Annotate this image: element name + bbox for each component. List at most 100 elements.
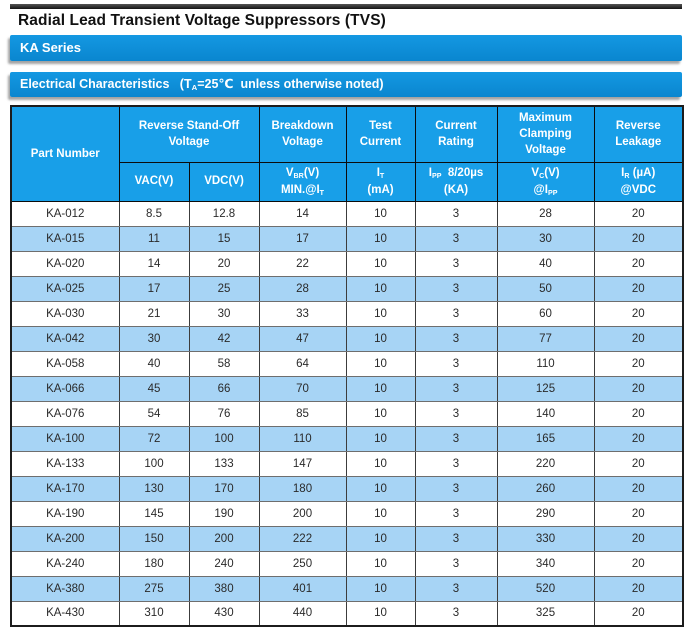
- value-cell: 12.8: [188, 200, 260, 227]
- col-header-part-number: Part Number: [10, 105, 120, 202]
- col-header-test-current: Test Current: [345, 105, 416, 163]
- value-cell: 30: [118, 325, 190, 352]
- part-number-cell: KA-042: [10, 325, 120, 352]
- value-cell: 401: [258, 575, 347, 602]
- value-cell: 10: [345, 450, 416, 477]
- value-cell: 76: [188, 400, 260, 427]
- value-cell: 64: [258, 350, 347, 377]
- value-cell: 20: [593, 375, 684, 402]
- subheader-vbr-line1: VBR(V): [285, 166, 320, 180]
- value-cell: 3: [414, 525, 498, 552]
- part-number-cell: KA-430: [10, 600, 120, 627]
- part-number-cell: KA-025: [10, 275, 120, 302]
- value-cell: 3: [414, 475, 498, 502]
- table-row: KA-076 54 76 85 10 3 140 20: [10, 400, 684, 427]
- table-row: KA-430 310 430 440 10 3 325 20: [10, 600, 684, 627]
- table-row: KA-020 14 20 22 10 3 40 20: [10, 250, 684, 277]
- value-cell: 3: [414, 575, 498, 602]
- value-cell: 3: [414, 200, 498, 227]
- table-row: KA-042 30 42 47 10 3 77 20: [10, 325, 684, 352]
- value-cell: 110: [258, 425, 347, 452]
- value-cell: 165: [496, 425, 595, 452]
- table-header-row-groups: Part Number Reverse Stand-Off Voltage Br…: [10, 105, 684, 202]
- electrical-characteristics-table: Part Number Reverse Stand-Off Voltage Br…: [10, 105, 684, 627]
- value-cell: 8.5: [118, 200, 190, 227]
- value-cell: 150: [118, 525, 190, 552]
- subheader-ir-line2: @VDC: [620, 183, 657, 196]
- value-cell: 133: [188, 450, 260, 477]
- section-bar-electrical-characteristics: Electrical Characteristics (TA=25℃ unles…: [10, 72, 682, 97]
- value-cell: 10: [345, 250, 416, 277]
- subheader-vc-line2: @IPP: [533, 183, 558, 197]
- value-cell: 21: [118, 300, 190, 327]
- value-cell: 14: [118, 250, 190, 277]
- value-cell: 10: [345, 275, 416, 302]
- value-cell: 20: [593, 550, 684, 577]
- value-cell: 110: [496, 350, 595, 377]
- part-number-cell: KA-076: [10, 400, 120, 427]
- col-subheader-vdc: VDC(V): [188, 161, 260, 202]
- value-cell: 170: [188, 475, 260, 502]
- value-cell: 20: [593, 300, 684, 327]
- value-cell: 15: [188, 225, 260, 252]
- value-cell: 220: [496, 450, 595, 477]
- table-header: Part Number Reverse Stand-Off Voltage Br…: [10, 105, 684, 202]
- subheader-vbr-line2: MIN.@IT: [280, 183, 325, 197]
- value-cell: 28: [258, 275, 347, 302]
- value-cell: 20: [593, 425, 684, 452]
- value-cell: 3: [414, 325, 498, 352]
- part-number-cell: KA-012: [10, 200, 120, 227]
- subheader-ipp-line1: IPP 8/20µs: [428, 166, 484, 180]
- top-rule: [10, 4, 682, 9]
- value-cell: 260: [496, 475, 595, 502]
- col-subheader-vac: VAC(V): [118, 161, 190, 202]
- value-cell: 20: [188, 250, 260, 277]
- value-cell: 325: [496, 600, 595, 627]
- value-cell: 100: [118, 450, 190, 477]
- table-row: KA-025 17 25 28 10 3 50 20: [10, 275, 684, 302]
- value-cell: 10: [345, 475, 416, 502]
- col-subheader-vbr: VBR(V) MIN.@IT: [258, 161, 347, 202]
- value-cell: 42: [188, 325, 260, 352]
- value-cell: 10: [345, 425, 416, 452]
- value-cell: 100: [188, 425, 260, 452]
- table-row: KA-012 8.5 12.8 14 10 3 28 20: [10, 200, 684, 227]
- value-cell: 28: [496, 200, 595, 227]
- value-cell: 20: [593, 525, 684, 552]
- value-cell: 17: [258, 225, 347, 252]
- value-cell: 25: [188, 275, 260, 302]
- table-row: KA-133 100 133 147 10 3 220 20: [10, 450, 684, 477]
- table-row: KA-170 130 170 180 10 3 260 20: [10, 475, 684, 502]
- value-cell: 72: [118, 425, 190, 452]
- part-number-cell: KA-015: [10, 225, 120, 252]
- subheader-ir-line1: IR (µA): [621, 166, 656, 180]
- value-cell: 440: [258, 600, 347, 627]
- value-cell: 3: [414, 600, 498, 627]
- value-cell: 3: [414, 425, 498, 452]
- value-cell: 430: [188, 600, 260, 627]
- value-cell: 3: [414, 300, 498, 327]
- value-cell: 3: [414, 275, 498, 302]
- part-number-cell: KA-240: [10, 550, 120, 577]
- value-cell: 3: [414, 350, 498, 377]
- subheader-vac-label: VAC(V): [134, 175, 174, 188]
- part-number-cell: KA-100: [10, 425, 120, 452]
- value-cell: 66: [188, 375, 260, 402]
- value-cell: 22: [258, 250, 347, 277]
- section-bar-label: Electrical Characteristics (TA=25℃ unles…: [20, 77, 384, 93]
- part-number-cell: KA-190: [10, 500, 120, 527]
- value-cell: 200: [258, 500, 347, 527]
- series-bar-label: KA Series: [20, 40, 81, 55]
- col-subheader-ipp: IPP 8/20µs (KA): [414, 161, 498, 202]
- value-cell: 20: [593, 350, 684, 377]
- part-number-cell: KA-058: [10, 350, 120, 377]
- col-header-breakdown-voltage: Breakdown Voltage: [258, 105, 347, 163]
- col-subheader-it: IT (mA): [345, 161, 416, 202]
- value-cell: 10: [345, 300, 416, 327]
- value-cell: 10: [345, 200, 416, 227]
- value-cell: 45: [118, 375, 190, 402]
- value-cell: 222: [258, 525, 347, 552]
- value-cell: 20: [593, 500, 684, 527]
- series-bar: KA Series: [10, 35, 682, 61]
- value-cell: 40: [118, 350, 190, 377]
